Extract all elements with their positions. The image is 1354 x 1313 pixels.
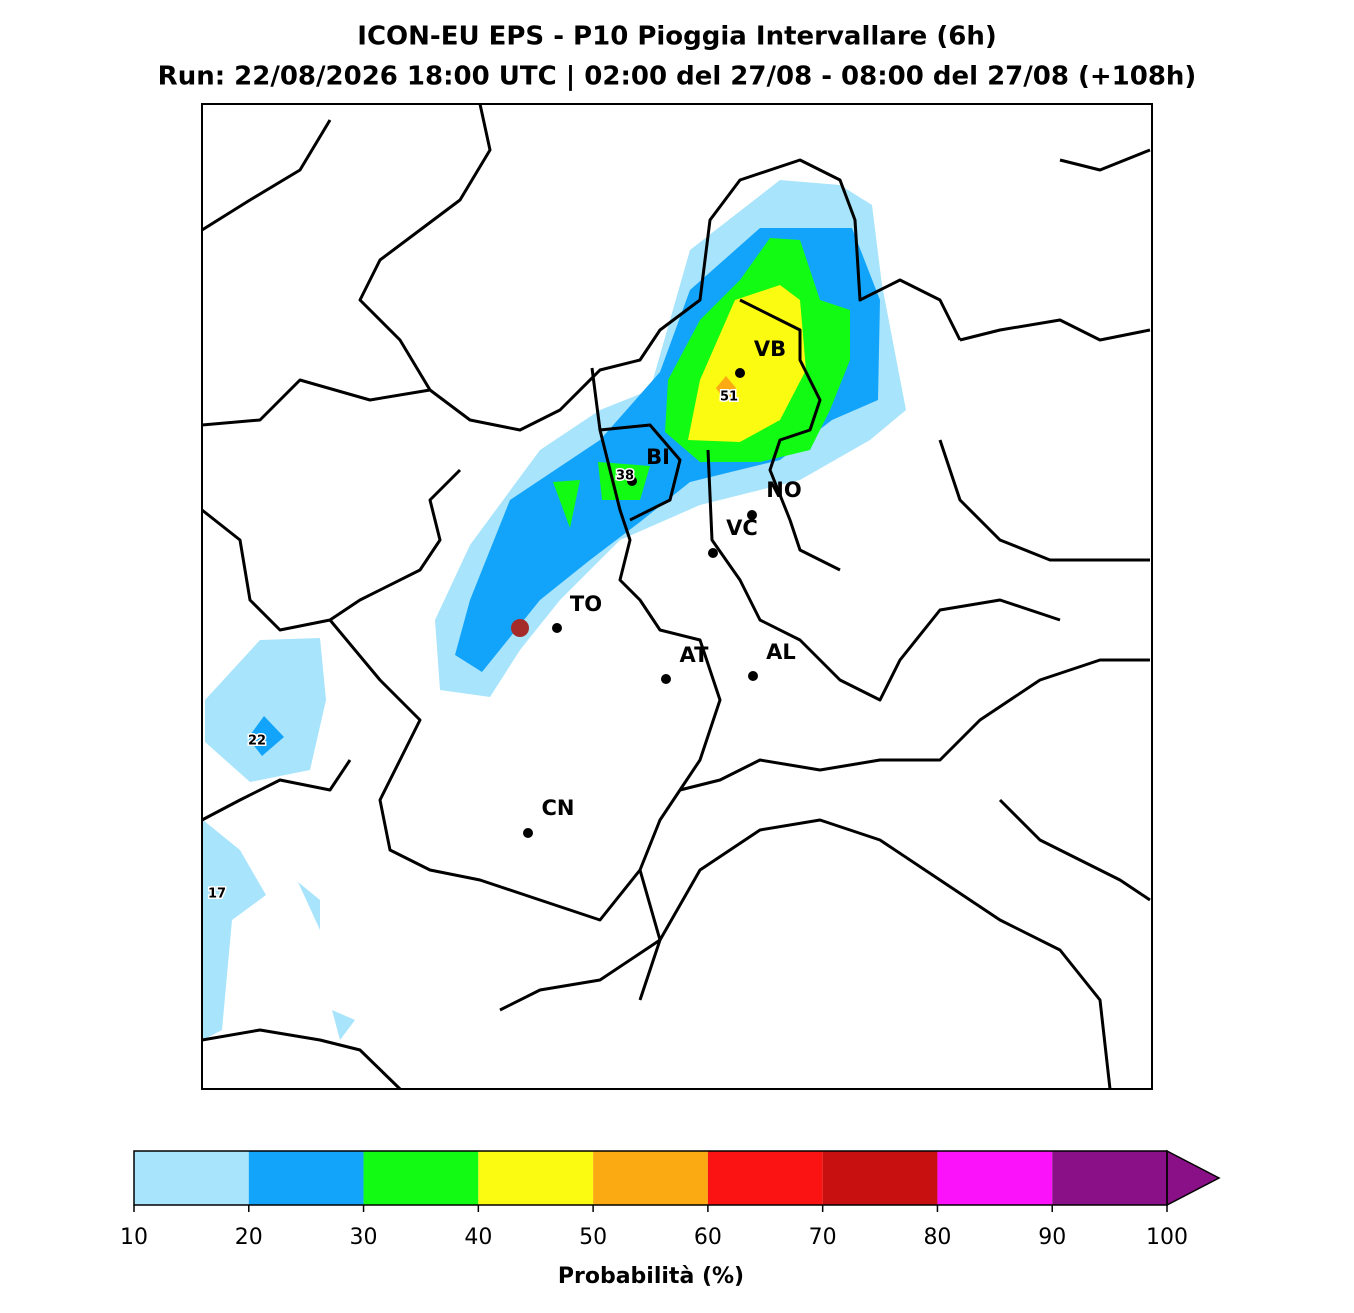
city-dot: [747, 510, 757, 520]
colorbar-tick-label: 30: [350, 1225, 378, 1250]
border: [739, 298, 841, 572]
colorbar-tick-label: 50: [579, 1225, 607, 1250]
colorbar-bin: [248, 1151, 364, 1205]
colorbar-tick-label: 20: [235, 1225, 263, 1250]
map-frame: [201, 103, 1153, 1090]
city-label: AL: [766, 640, 796, 664]
contour-label: 17: [208, 887, 226, 902]
colorbar-bin: [822, 1151, 938, 1205]
contour-label: 51: [720, 390, 738, 405]
city-label: VB: [754, 337, 786, 361]
city-label: AT: [680, 643, 710, 667]
colorbar-label: Probabilità (%): [558, 1264, 744, 1289]
city-label: TO: [570, 592, 602, 616]
city-dot: [627, 476, 637, 486]
title: ICON-EU EPS - P10 Pioggia Intervallare (…: [357, 22, 996, 52]
border: [599, 423, 1061, 702]
city-label: CN: [542, 796, 575, 820]
map: [202, 104, 1151, 1089]
city-dot: [523, 828, 533, 838]
colorbar-extension: [1166, 1149, 1221, 1207]
colorbar-bin: [478, 1151, 594, 1205]
colorbar-tick-label: 80: [923, 1225, 951, 1250]
rain-50: [716, 376, 736, 402]
cities: VB BI NO VC TO AT AL CN: [523, 337, 802, 838]
rain-10-west: [203, 638, 355, 1040]
coast: [499, 818, 1112, 1089]
city-label: BI: [646, 445, 670, 469]
colorbar-bin: [707, 1151, 823, 1205]
colorbar-tick-label: 90: [1038, 1225, 1066, 1250]
rain-20-west: [248, 716, 284, 756]
border: [202, 759, 402, 1089]
border: [202, 104, 492, 391]
subtitle: Run: 22/08/2026 18:00 UTC | 02:00 del 27…: [158, 62, 1197, 92]
city-dot: [735, 368, 745, 378]
city-dot: [748, 671, 758, 681]
colorbar-tick-label: 100: [1146, 1225, 1188, 1250]
city-label: NO: [766, 478, 801, 502]
border: [938, 148, 1151, 562]
city-dot: [708, 548, 718, 558]
city-dot: [661, 674, 671, 684]
border: [328, 619, 642, 922]
colorbar-frame: [133, 1150, 1168, 1206]
colorbar-tick-label: 40: [464, 1225, 492, 1250]
border: [202, 468, 462, 632]
colorbar-bin: [1052, 1151, 1167, 1205]
colorbar-bin: [937, 1151, 1053, 1205]
border: [998, 798, 1151, 902]
location-marker: [511, 619, 529, 637]
contour-labels: 51 38 22 17: [206, 388, 739, 903]
rain-40: [688, 285, 806, 442]
colorbar-tick-label: 60: [694, 1225, 722, 1250]
city-dot: [552, 623, 562, 633]
colorbar-tick-label: 10: [120, 1225, 148, 1250]
colorbar-bin: [134, 1151, 249, 1205]
city-label: VC: [726, 516, 758, 540]
border: [202, 158, 962, 432]
border: [679, 658, 1150, 792]
border: [590, 367, 722, 1001]
contour-label: 22: [248, 734, 266, 749]
colorbar-tick-label: 70: [809, 1225, 837, 1250]
colorbar-bin: [593, 1151, 708, 1205]
colorbar: 10 20 30 40 50 60 70 80 90 100: [120, 1149, 1221, 1250]
colorbar-bin: [363, 1151, 479, 1205]
contour-label: 38: [616, 469, 634, 484]
